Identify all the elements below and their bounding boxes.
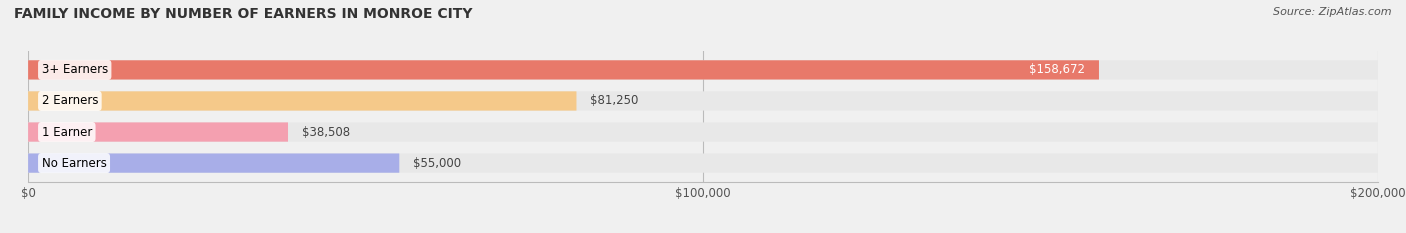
Text: 3+ Earners: 3+ Earners [42,63,108,76]
Text: $81,250: $81,250 [591,94,638,107]
FancyBboxPatch shape [28,60,1099,79]
FancyBboxPatch shape [28,154,1378,173]
Text: $38,508: $38,508 [301,126,350,139]
Text: FAMILY INCOME BY NUMBER OF EARNERS IN MONROE CITY: FAMILY INCOME BY NUMBER OF EARNERS IN MO… [14,7,472,21]
Text: 1 Earner: 1 Earner [42,126,91,139]
FancyBboxPatch shape [28,122,288,142]
FancyBboxPatch shape [28,122,1378,142]
Text: $158,672: $158,672 [1029,63,1085,76]
FancyBboxPatch shape [28,91,1378,111]
Text: Source: ZipAtlas.com: Source: ZipAtlas.com [1274,7,1392,17]
FancyBboxPatch shape [28,91,576,111]
Text: $55,000: $55,000 [413,157,461,170]
Text: No Earners: No Earners [42,157,107,170]
FancyBboxPatch shape [28,154,399,173]
FancyBboxPatch shape [28,60,1378,79]
Text: 2 Earners: 2 Earners [42,94,98,107]
